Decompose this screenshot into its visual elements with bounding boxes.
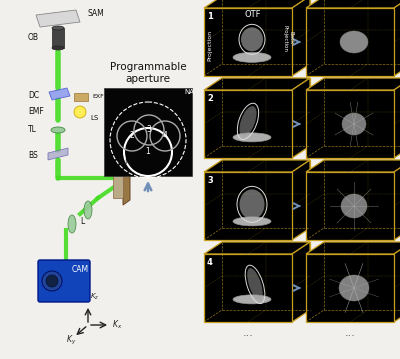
Text: ...: ... xyxy=(344,82,356,92)
Polygon shape xyxy=(292,78,310,158)
Text: 1: 1 xyxy=(207,12,213,21)
Polygon shape xyxy=(222,242,310,310)
Polygon shape xyxy=(306,172,394,240)
Ellipse shape xyxy=(233,52,271,62)
Text: ...: ... xyxy=(344,328,356,338)
Polygon shape xyxy=(324,78,400,146)
Polygon shape xyxy=(292,160,310,240)
Text: SLM: SLM xyxy=(118,159,132,165)
Text: 2: 2 xyxy=(130,131,134,140)
Text: Back-
Projection: Back- Projection xyxy=(282,25,293,52)
Bar xyxy=(104,88,192,176)
Polygon shape xyxy=(306,0,400,8)
Polygon shape xyxy=(222,160,310,228)
Text: ...: ... xyxy=(344,164,356,174)
Text: Projection: Projection xyxy=(208,30,212,61)
Text: ...: ... xyxy=(242,246,254,256)
Ellipse shape xyxy=(240,189,264,219)
Circle shape xyxy=(42,271,62,291)
Polygon shape xyxy=(324,160,400,228)
Polygon shape xyxy=(204,78,310,90)
Ellipse shape xyxy=(84,201,92,219)
Polygon shape xyxy=(292,0,310,76)
Polygon shape xyxy=(394,0,400,76)
Text: DC: DC xyxy=(28,90,39,99)
Polygon shape xyxy=(306,8,394,76)
Circle shape xyxy=(46,275,58,287)
Ellipse shape xyxy=(51,127,65,133)
Polygon shape xyxy=(324,0,400,64)
Polygon shape xyxy=(204,160,310,172)
Ellipse shape xyxy=(52,46,64,50)
Polygon shape xyxy=(48,148,68,160)
Ellipse shape xyxy=(342,113,366,135)
FancyBboxPatch shape xyxy=(38,260,90,302)
Text: 1: 1 xyxy=(146,148,150,157)
Polygon shape xyxy=(204,8,292,76)
Text: LS: LS xyxy=(90,115,98,121)
Text: ...: ... xyxy=(242,328,254,338)
Polygon shape xyxy=(204,0,310,8)
Text: SAM: SAM xyxy=(88,9,105,19)
Text: BS: BS xyxy=(28,151,38,160)
Ellipse shape xyxy=(52,26,64,30)
Polygon shape xyxy=(306,160,400,172)
Polygon shape xyxy=(222,0,310,64)
Text: ...: ... xyxy=(242,82,254,92)
Text: 3: 3 xyxy=(207,176,213,185)
Text: 4: 4 xyxy=(207,258,213,267)
Polygon shape xyxy=(49,88,70,100)
Text: ...: ... xyxy=(344,246,356,256)
Text: $K_x$: $K_x$ xyxy=(112,319,122,331)
Text: $K_z$: $K_z$ xyxy=(90,292,99,302)
Polygon shape xyxy=(292,242,310,322)
Text: CAM: CAM xyxy=(72,266,89,275)
Polygon shape xyxy=(204,254,292,322)
Bar xyxy=(113,168,123,198)
Text: 2: 2 xyxy=(207,94,213,103)
Text: EXF: EXF xyxy=(92,94,104,99)
Text: EMF: EMF xyxy=(28,107,44,117)
Polygon shape xyxy=(306,90,394,158)
Ellipse shape xyxy=(341,194,367,218)
Text: NA: NA xyxy=(184,89,194,95)
Ellipse shape xyxy=(339,275,369,301)
Text: 4: 4 xyxy=(162,131,168,140)
Text: OB: OB xyxy=(28,33,39,42)
Ellipse shape xyxy=(233,217,271,226)
Circle shape xyxy=(74,106,86,118)
Text: L: L xyxy=(80,218,84,227)
Polygon shape xyxy=(394,160,400,240)
Text: 3: 3 xyxy=(146,126,152,135)
Polygon shape xyxy=(324,242,400,310)
Polygon shape xyxy=(204,90,292,158)
Ellipse shape xyxy=(240,106,256,136)
Text: OTF: OTF xyxy=(244,10,261,19)
Polygon shape xyxy=(394,78,400,158)
Ellipse shape xyxy=(247,268,263,300)
Ellipse shape xyxy=(68,215,76,233)
Polygon shape xyxy=(394,242,400,322)
Text: Programmable
aperture: Programmable aperture xyxy=(110,62,186,84)
Ellipse shape xyxy=(241,27,263,51)
Polygon shape xyxy=(306,242,400,254)
Polygon shape xyxy=(306,254,394,322)
Text: $K_y$: $K_y$ xyxy=(66,334,76,346)
Polygon shape xyxy=(123,160,130,205)
Polygon shape xyxy=(204,172,292,240)
Text: ...: ... xyxy=(242,164,254,174)
Ellipse shape xyxy=(233,133,271,142)
Polygon shape xyxy=(204,242,310,254)
Bar xyxy=(52,28,64,48)
Bar xyxy=(74,93,88,101)
Ellipse shape xyxy=(340,31,368,53)
Text: TL: TL xyxy=(28,126,37,135)
Polygon shape xyxy=(36,10,80,27)
Polygon shape xyxy=(306,78,400,90)
Ellipse shape xyxy=(233,295,271,304)
Polygon shape xyxy=(222,78,310,146)
